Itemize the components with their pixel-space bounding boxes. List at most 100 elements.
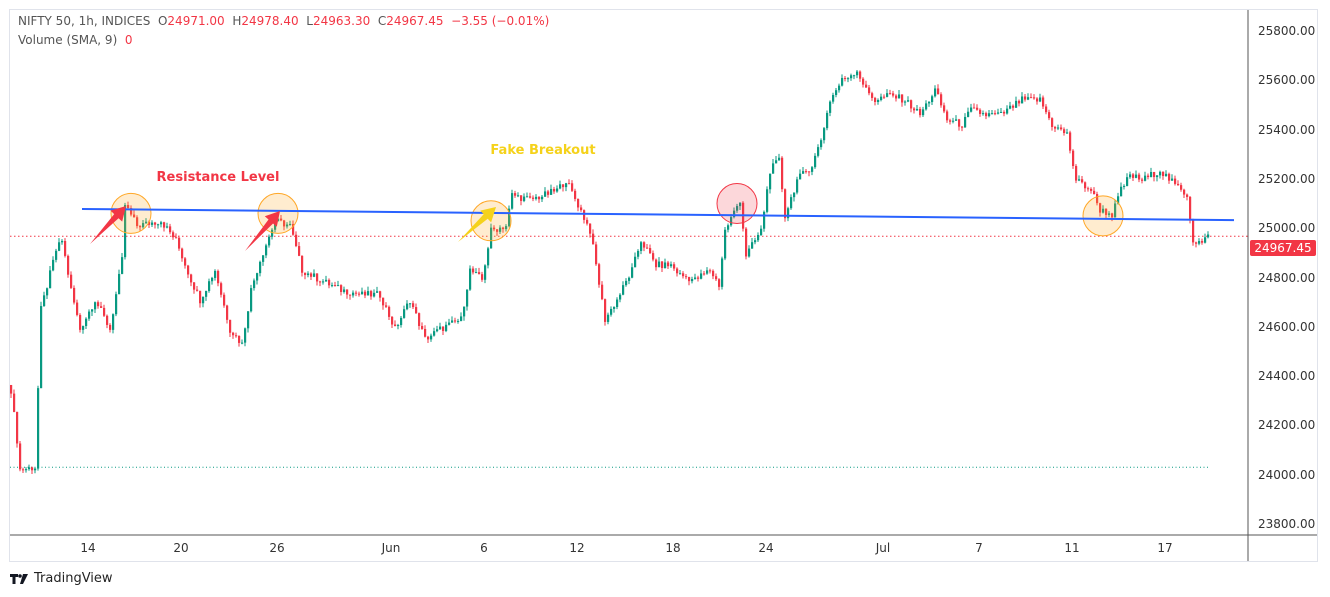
candle-body [670, 264, 673, 267]
candle-body [115, 294, 118, 315]
candle-body [586, 219, 589, 224]
candle-body [232, 332, 235, 336]
candle-body [802, 171, 805, 174]
candle-body [427, 336, 430, 340]
candle-body [118, 273, 121, 295]
tradingview-brand[interactable]: TradingView [10, 571, 113, 587]
candle-body [922, 109, 925, 116]
candle-body [151, 222, 154, 225]
candle-body [229, 319, 232, 333]
candle-body [148, 221, 151, 225]
candle-body [1000, 111, 1003, 113]
candle-body [790, 197, 793, 209]
candle-body [553, 188, 556, 192]
candle-body [43, 295, 46, 307]
fake-breakout-label: Fake Breakout [490, 143, 596, 158]
candle-body [970, 107, 973, 112]
candle-body [313, 273, 316, 277]
candle-body [286, 224, 289, 227]
candle-body [847, 78, 850, 80]
candle-body [892, 93, 895, 96]
candle-body [430, 335, 433, 340]
candle-body [532, 197, 535, 199]
symbol-label[interactable]: NIFTY 50, 1h, INDICES [18, 14, 151, 28]
candle-body [79, 314, 82, 330]
candle-body [925, 103, 928, 110]
candle-body [901, 94, 904, 103]
candle-body [466, 289, 469, 307]
candle-body [487, 248, 490, 266]
candle-body [778, 157, 781, 161]
candle-body [379, 291, 382, 298]
candle-body [928, 102, 931, 104]
candle-body [1099, 203, 1102, 213]
candle-body [739, 202, 742, 207]
candle-body [811, 167, 814, 172]
candle-body [271, 229, 274, 237]
candle-body [187, 265, 190, 275]
candle-body [397, 325, 400, 327]
candle-body [985, 113, 988, 117]
candle-body [814, 155, 817, 168]
candle-body [1168, 173, 1171, 181]
candle-body [706, 270, 709, 274]
candle-body [226, 305, 229, 320]
candle-body [382, 297, 385, 306]
candle-body [1021, 96, 1024, 104]
candle-body [835, 90, 838, 95]
candle-body [880, 96, 883, 100]
candle-body [421, 325, 424, 329]
candle-body [622, 285, 625, 295]
candle-body [268, 236, 271, 246]
candle-body [640, 242, 643, 251]
candle-body [832, 94, 835, 102]
candle-body [1141, 179, 1144, 181]
candle-body [406, 303, 409, 310]
candle-body [367, 291, 370, 296]
candle-body [1105, 208, 1108, 215]
candle-body [343, 289, 346, 292]
candle-body [850, 75, 853, 79]
ohlc-legend: NIFTY 50, 1h, INDICES O24971.00 H24978.4… [18, 14, 549, 29]
tradingview-logo-icon [10, 574, 28, 584]
candle-body [1135, 174, 1138, 178]
candle-body [424, 328, 427, 337]
candle-body [31, 467, 34, 471]
candle-body [913, 108, 916, 111]
candle-body [1162, 171, 1165, 177]
time-tick-label: 24 [758, 541, 774, 555]
candle-body [526, 196, 529, 198]
candle-body [370, 291, 373, 297]
candle-body [745, 228, 748, 257]
candle-body [871, 93, 874, 98]
candle-body [988, 113, 991, 117]
candle-body [1129, 174, 1132, 178]
candle-body [733, 210, 736, 218]
candle-body [727, 225, 730, 230]
volume-legend: Volume (SMA, 9) 0 [18, 33, 133, 48]
candle-body [121, 257, 124, 274]
candle-body [817, 147, 820, 156]
candle-body [508, 208, 511, 227]
candle-body [10, 384, 13, 394]
candle-body [757, 234, 760, 241]
candle-body [511, 193, 514, 209]
candle-body [334, 285, 337, 287]
candle-body [841, 77, 844, 86]
candle-body [451, 320, 454, 323]
candle-body [700, 273, 703, 279]
candle-body [853, 75, 856, 77]
candle-body [1057, 127, 1060, 129]
candle-body [580, 207, 583, 211]
candle-body [1204, 237, 1207, 243]
time-tick-label: 20 [173, 541, 189, 555]
candle-body [793, 192, 796, 198]
candle-body [109, 324, 112, 330]
volume-label[interactable]: Volume (SMA, 9) [18, 33, 118, 47]
candle-body [916, 108, 919, 111]
candle-body [376, 291, 379, 293]
candle-body [760, 228, 763, 235]
candle-body [904, 101, 907, 103]
price-tick-label: 23800.00 [1258, 517, 1316, 531]
